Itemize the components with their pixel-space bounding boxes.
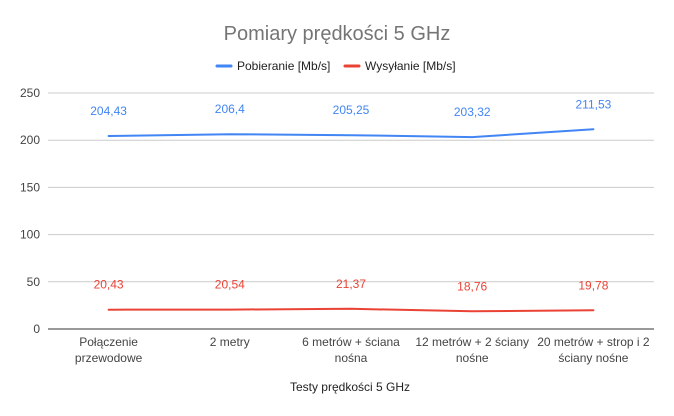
y-tick-label: 150: [20, 180, 40, 194]
x-tick-label: 2 metry: [210, 335, 250, 349]
y-tick-label: 200: [20, 133, 40, 147]
data-label: 204,43: [90, 104, 127, 118]
data-label: 20,54: [215, 278, 245, 292]
x-axis-title: Testy prędkości 5 GHz: [290, 380, 410, 394]
y-tick-label: 0: [33, 322, 40, 336]
x-axis: Połączenie przewodowe 2 metry 6 metrów + śc…: [75, 335, 650, 365]
series-line-1: [107, 128, 595, 139]
y-axis: 0 50 100 150 200 250: [20, 86, 40, 336]
data-label: 206,4: [215, 102, 245, 116]
x-tick-label: 12 metrów + 2 ściany nośne: [415, 335, 529, 365]
data-label: 203,32: [454, 105, 491, 119]
legend-label: Pobieranie [Mb/s]: [237, 59, 330, 73]
chart-title: Pomiary prędkości 5 GHz: [224, 23, 451, 45]
data-label: 205,25: [333, 103, 370, 117]
data-label: 211,53: [575, 97, 611, 111]
legend: Pobieranie [Mb/s] Wysyłanie [Mb/s]: [215, 59, 456, 73]
x-tick-label: Połączenie przewodowe: [75, 335, 143, 365]
y-tick-label: 250: [20, 86, 40, 100]
data-label: 20,43: [94, 278, 124, 292]
x-tick-label: 6 metrów + ściana nośna: [302, 335, 400, 365]
data-label: 19,78: [578, 278, 608, 292]
data-label: 21,37: [336, 277, 366, 291]
y-tick-label: 50: [27, 275, 41, 289]
y-tick-label: 100: [20, 228, 40, 242]
grid-lines: [48, 92, 654, 330]
series-group: 204,43 206,4 205,25 203,32 211,53 20,43 20,54 2…: [90, 97, 612, 313]
series-line-2: [107, 307, 595, 313]
legend-label: Wysyłanie [Mb/s]: [365, 59, 456, 73]
x-tick-label: 20 metrów + strop i 2 ściany nośne: [537, 335, 650, 365]
data-label: 18,76: [457, 279, 487, 293]
